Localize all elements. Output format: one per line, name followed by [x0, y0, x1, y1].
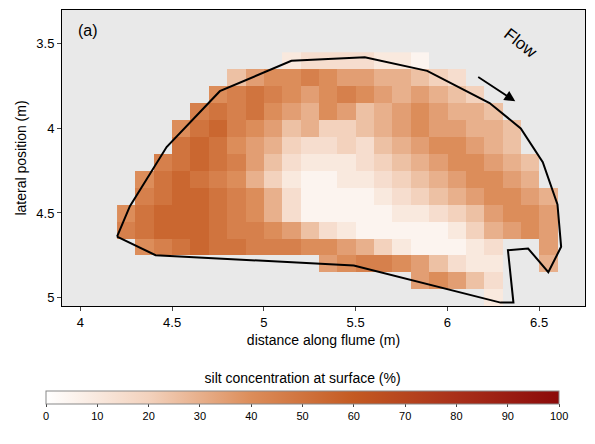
- svg-text:40: 40: [245, 410, 257, 422]
- svg-text:0: 0: [43, 410, 49, 422]
- svg-text:10: 10: [91, 410, 103, 422]
- svg-text:70: 70: [399, 410, 411, 422]
- svg-text:4.5: 4.5: [36, 206, 54, 221]
- svg-text:50: 50: [296, 410, 308, 422]
- svg-text:4.5: 4.5: [163, 315, 181, 330]
- svg-text:distance along flume (m): distance along flume (m): [247, 332, 400, 348]
- svg-text:60: 60: [348, 410, 360, 422]
- svg-text:100: 100: [550, 410, 568, 422]
- svg-text:3.5: 3.5: [36, 36, 54, 51]
- svg-text:6: 6: [444, 315, 451, 330]
- svg-text:5: 5: [47, 290, 54, 305]
- svg-text:5.5: 5.5: [347, 315, 365, 330]
- svg-text:(a): (a): [78, 22, 98, 39]
- svg-text:4: 4: [77, 315, 84, 330]
- svg-text:6.5: 6.5: [530, 315, 548, 330]
- svg-text:90: 90: [502, 410, 514, 422]
- svg-text:30: 30: [194, 410, 206, 422]
- svg-text:silt concentration at surface: silt concentration at surface (%): [205, 370, 401, 386]
- svg-text:4: 4: [47, 121, 54, 136]
- svg-text:20: 20: [143, 410, 155, 422]
- svg-text:80: 80: [450, 410, 462, 422]
- svg-text:Flow: Flow: [500, 25, 541, 63]
- svg-text:5: 5: [260, 315, 267, 330]
- svg-text:lateral position (m): lateral position (m): [13, 100, 29, 215]
